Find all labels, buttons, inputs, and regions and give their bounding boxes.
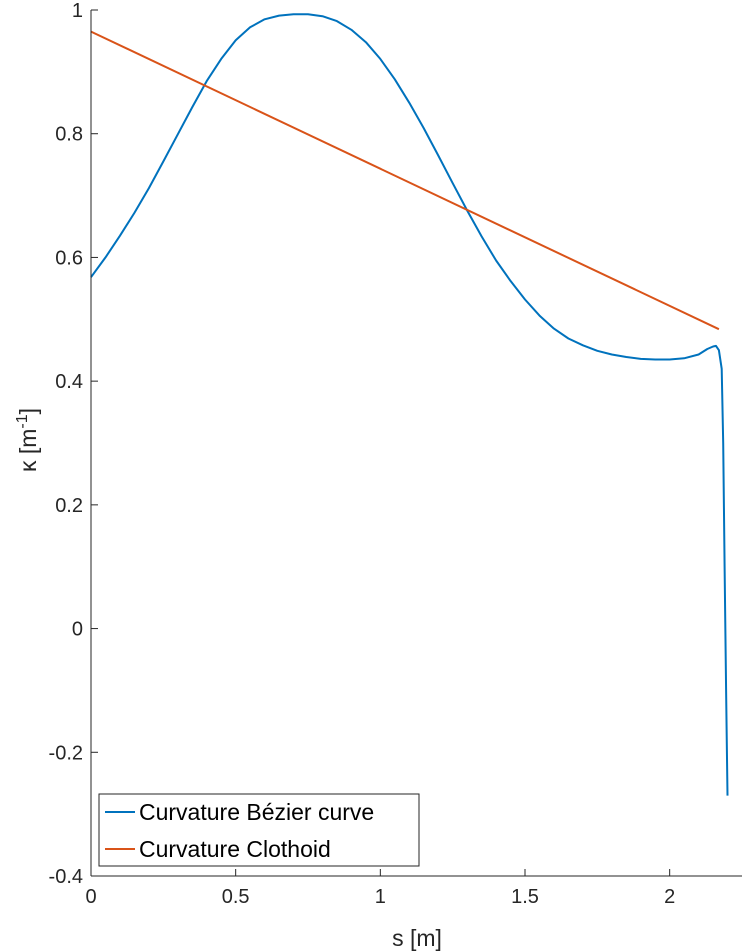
- y-tick-label: 0.2: [55, 495, 83, 517]
- y-tick-label: 0: [72, 619, 83, 641]
- y-axis-label-superscript: -1: [14, 414, 31, 428]
- x-tick-label: 1: [375, 886, 386, 908]
- axes: [90, 10, 742, 877]
- x-tick-label: 0.5: [222, 886, 250, 908]
- x-tick-label: 2: [664, 886, 675, 908]
- x-axis-label: s [m]: [392, 925, 442, 951]
- y-axis-label-main: κ [m: [15, 429, 41, 472]
- legend-box: [98, 793, 420, 867]
- y-axis-label: κ [m-1]: [14, 408, 41, 472]
- series-line-bezier: [90, 13, 729, 796]
- x-axis-ticks: 0 0.5 1 1.5 2: [85, 869, 675, 908]
- y-tick-label: 1: [72, 0, 83, 22]
- legend-label-bezier: Curvature Bézier curve: [139, 799, 374, 825]
- y-axis-label-close: ]: [15, 408, 41, 414]
- series-line-clothoid: [90, 30, 720, 331]
- y-tick-label: 0.6: [55, 247, 83, 269]
- x-tick-label: 1.5: [511, 886, 539, 908]
- y-tick-label: 0.8: [55, 124, 83, 146]
- x-tick-label: 0: [85, 886, 96, 908]
- y-tick-label: -0.4: [49, 866, 83, 888]
- y-tick-label: 0.4: [55, 371, 83, 393]
- legend: Curvature Bézier curve Curvature Clothoi…: [98, 793, 420, 867]
- y-axis-ticks: -0.4 -0.2 0 0.2 0.4 0.6 0.8 1: [49, 0, 98, 888]
- y-tick-label: -0.2: [49, 742, 83, 764]
- plot-area: [90, 13, 729, 796]
- legend-label-clothoid: Curvature Clothoid: [139, 836, 331, 862]
